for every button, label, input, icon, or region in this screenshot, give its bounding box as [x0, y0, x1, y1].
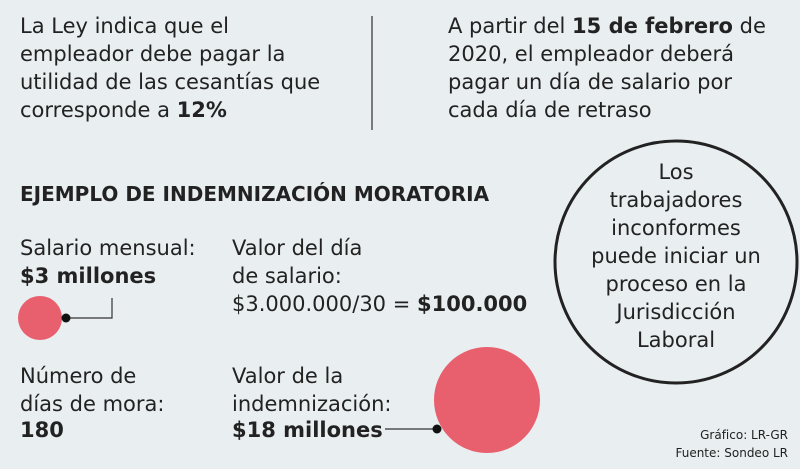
day-value-label: Valor del día — [232, 236, 363, 260]
indemnity-label: Valor de la — [232, 364, 344, 388]
credit-source: Fuente: Sondeo LR — [675, 446, 788, 460]
right-note-date: 15 de febrero — [572, 14, 733, 38]
section-title: EJEMPLO DE INDEMNIZACIÓN MORATORIA — [20, 182, 490, 206]
indemnity-dot — [432, 424, 442, 434]
days-label: días de mora: — [20, 392, 165, 416]
right-note-line: 2020, el empleador deberá — [448, 42, 735, 66]
day-value-line: $3.000.000/30 = $100.000 — [232, 290, 527, 318]
callout-line: Los — [658, 160, 694, 184]
salary-label: Salario mensual: — [20, 236, 196, 260]
left-note-line: utilidad de las cesantías que — [20, 70, 321, 94]
right-note-line: A partir del 15 de febrero de — [448, 12, 766, 40]
left-note-line: empleador debe pagar la — [20, 42, 286, 66]
salary-connector — [66, 298, 113, 319]
salary-value: $3 millones — [20, 264, 157, 288]
right-note-line: pagar un día de salario por — [448, 70, 732, 94]
indemnity-circle — [434, 347, 540, 453]
days-value: 180 — [20, 418, 64, 442]
left-note-line: corresponde a 12% — [20, 96, 227, 124]
salary-circle — [18, 296, 62, 340]
callout-line: trabajadores — [609, 188, 743, 212]
indemnity-value: $18 millones — [232, 418, 383, 442]
callout-line: puede iniciar un — [591, 244, 761, 268]
right-note-line: cada día de retraso — [448, 98, 652, 122]
left-note-text: corresponde a — [20, 98, 170, 122]
credit-graphic: Gráfico: LR-GR — [700, 428, 788, 442]
day-value-formula: $3.000.000/30 = — [232, 292, 411, 316]
right-note-lead: A partir del — [448, 14, 566, 38]
callout-line: proceso en la — [605, 272, 747, 296]
days-label: Número de — [20, 364, 137, 388]
left-note-line: La Ley indica que el — [20, 14, 229, 38]
callout-line: Laboral — [636, 328, 716, 352]
day-value-label: de salario: — [232, 264, 342, 288]
callout-line: inconformes — [611, 216, 741, 240]
indemnity-label: indemnización: — [232, 392, 392, 416]
callout-circle — [553, 139, 799, 385]
left-note-highlight: 12% — [176, 98, 227, 122]
day-value-result: $100.000 — [417, 292, 528, 316]
callout-line: Jurisdicción — [616, 300, 736, 324]
right-note-trail: de — [739, 14, 766, 38]
salary-dot — [61, 313, 71, 323]
